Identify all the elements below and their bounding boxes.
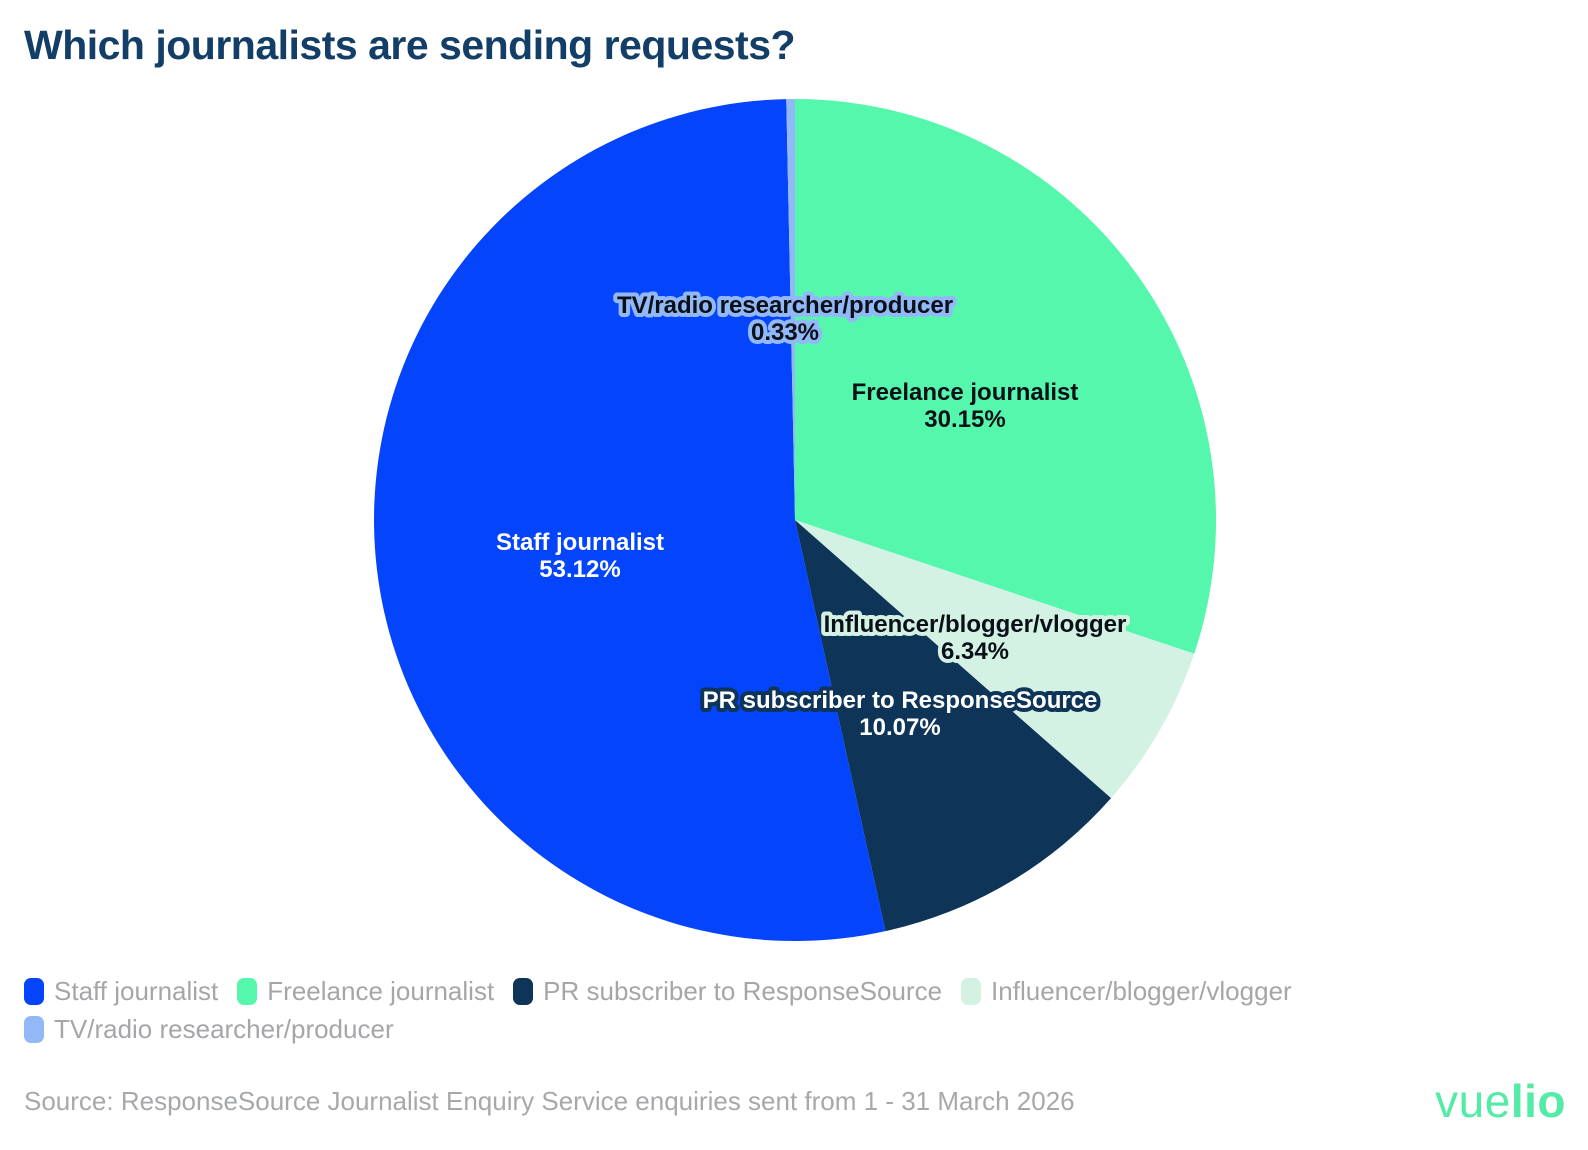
vuelio-logo: vuelio	[1435, 1078, 1566, 1124]
legend-swatch	[24, 1016, 44, 1043]
legend-item[interactable]: PR subscriber to ResponseSource	[513, 976, 942, 1007]
pie-chart: Freelance journalist 30.15% Influencer/blo…	[374, 99, 1216, 941]
slice-label: PR subscriber to ResponseSource 10.07%	[703, 687, 1098, 741]
legend-swatch	[24, 978, 44, 1005]
source-note: Source: ResponseSource Journalist Enquir…	[24, 1086, 1075, 1116]
legend-label: Freelance journalist	[267, 976, 495, 1006]
legend: Staff journalist Freelance journalist PR s…	[24, 976, 1569, 1045]
legend-label: Influencer/blogger/vlogger	[991, 976, 1292, 1006]
legend-item[interactable]: Staff journalist	[24, 976, 218, 1007]
vuelio-logo-light: vue	[1435, 1075, 1511, 1127]
legend-swatch	[961, 978, 982, 1005]
pie-slice[interactable]	[795, 520, 1112, 932]
slice-label: Freelance journalist 30.15%	[852, 379, 1079, 433]
legend-label: Staff journalist	[54, 976, 219, 1006]
legend-swatch	[513, 978, 534, 1005]
legend-item[interactable]: Influencer/blogger/vlogger	[961, 976, 1292, 1007]
slice-label: TV/radio researcher/producer 0.33%	[617, 292, 953, 346]
legend-swatch	[237, 978, 258, 1005]
pie-slice[interactable]	[795, 99, 1216, 654]
pie-slice[interactable]	[795, 520, 1195, 799]
pie-slice[interactable]	[786, 99, 795, 520]
legend-item[interactable]: Freelance journalist	[237, 976, 494, 1007]
legend-label: TV/radio researcher/producer	[54, 1014, 394, 1044]
pie-slice[interactable]	[374, 99, 886, 941]
chart-title: Which journalists are sending requests?	[24, 22, 796, 68]
slice-label: Staff journalist 53.12%	[496, 529, 664, 583]
legend-label: PR subscriber to ResponseSource	[543, 976, 943, 1006]
vuelio-logo-bold: lio	[1510, 1075, 1566, 1127]
slice-label: Influencer/blogger/vlogger 6.34%	[824, 611, 1127, 665]
legend-item[interactable]: TV/radio researcher/producer	[24, 1014, 394, 1045]
